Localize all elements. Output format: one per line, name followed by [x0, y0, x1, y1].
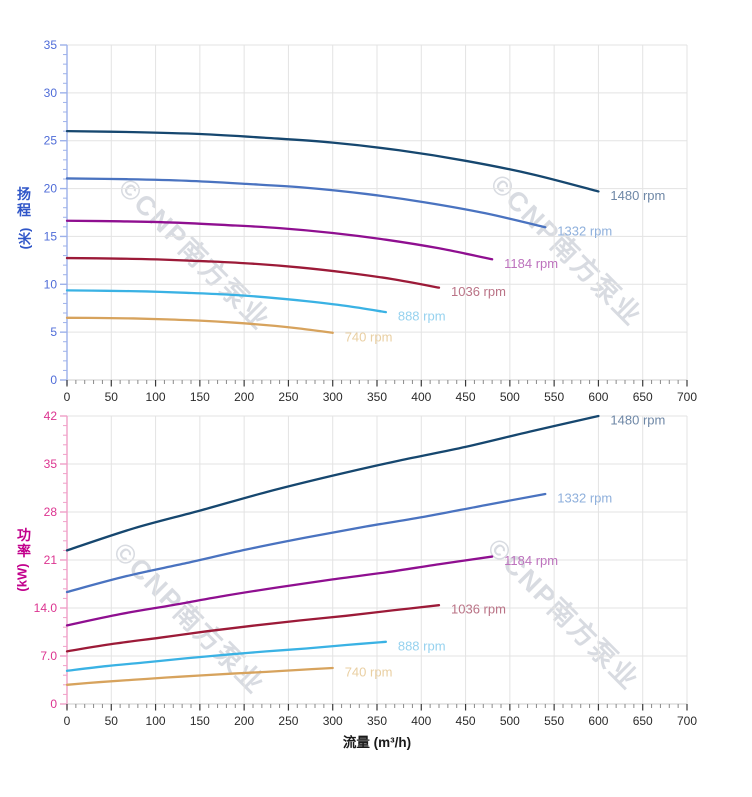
x-tick-label: 200 — [234, 390, 254, 404]
x-tick-label: 350 — [367, 714, 387, 728]
y-tick-label: 5 — [50, 325, 57, 339]
x-tick-label: 700 — [677, 714, 697, 728]
x-tick-label: 250 — [278, 714, 298, 728]
y-tick-label: 35 — [44, 38, 58, 52]
curve-label-1184: 1184 rpm — [504, 553, 558, 568]
x-tick-label: 350 — [367, 390, 387, 404]
x-tick-label: 600 — [588, 390, 608, 404]
y-tick-label: 25 — [44, 134, 58, 148]
curve-label-1332: 1332 rpm — [557, 491, 612, 506]
x-tick-label: 500 — [500, 714, 520, 728]
curve-1036 — [65, 604, 441, 653]
curve-888 — [65, 289, 388, 314]
x-tick-label: 50 — [105, 714, 119, 728]
x-tick-label: 550 — [544, 390, 564, 404]
curve-1480 — [65, 129, 600, 193]
x-tick-label: 0 — [64, 390, 71, 404]
curve-1184 — [65, 555, 494, 627]
y-tick-label: 20 — [44, 182, 58, 196]
x-tick-label: 500 — [500, 390, 520, 404]
x-tick-label: 300 — [323, 390, 343, 404]
x-tick-label: 450 — [456, 390, 476, 404]
curve-label-888: 888 rpm — [398, 638, 446, 653]
y-tick-label: 14.0 — [34, 601, 58, 615]
curve-1480 — [65, 414, 600, 552]
curve-1332 — [65, 492, 547, 594]
x-tick-label: 50 — [105, 390, 119, 404]
chart-power: 0 7.0 14.0 21 28 35 42 0 50 100 150 200 250 300 350 400… — [34, 409, 698, 728]
x-tick-label: 150 — [190, 390, 210, 404]
curve-1036 — [65, 256, 441, 289]
y-tick-label: 21 — [44, 553, 58, 567]
curve-888 — [65, 640, 388, 672]
x-tick-label: 100 — [146, 714, 166, 728]
curve-label-1036: 1036 rpm — [451, 602, 506, 617]
head-axis-unit: (米) — [17, 227, 33, 250]
curve-label-740: 740 rpm — [345, 665, 393, 680]
y-tick-label: 0 — [50, 697, 57, 711]
flow-axis-title: 流量 (m³/h) — [342, 735, 412, 750]
x-tick-label: 100 — [146, 390, 166, 404]
curve-1332 — [65, 177, 547, 229]
y-tick-label: 0 — [50, 373, 57, 387]
head-axis-title: 扬程 — [17, 186, 31, 218]
y-tick-label: 30 — [44, 86, 58, 100]
x-tick-label: 650 — [633, 714, 653, 728]
y-tick-label: 15 — [44, 229, 58, 243]
x-tick-label: 200 — [234, 714, 254, 728]
curve-label-1480: 1480 rpm — [610, 413, 665, 428]
curve-740 — [65, 316, 334, 334]
y-tick-label: 10 — [44, 277, 58, 291]
x-tick-label: 0 — [64, 714, 71, 728]
curve-label-888: 888 rpm — [398, 309, 446, 324]
x-tick-label: 400 — [411, 390, 431, 404]
power-axis-unit: (kW) — [14, 563, 30, 592]
y-tick-label: 35 — [44, 457, 58, 471]
x-tick-label: 300 — [323, 714, 343, 728]
curve-label-1332: 1332 rpm — [557, 224, 612, 239]
power-axis-title: 功率 — [17, 527, 31, 559]
x-tick-label: 450 — [456, 714, 476, 728]
curve-740 — [65, 666, 334, 686]
curve-label-1480: 1480 rpm — [610, 188, 665, 203]
curve-label-1036: 1036 rpm — [451, 284, 506, 299]
curve-label-1184: 1184 rpm — [504, 256, 558, 271]
curve-label-740: 740 rpm — [345, 329, 393, 344]
x-tick-label: 150 — [190, 714, 210, 728]
y-tick-label: 42 — [44, 409, 58, 423]
x-tick-label: 550 — [544, 714, 564, 728]
y-tick-label: 28 — [44, 505, 58, 519]
x-tick-label: 400 — [411, 714, 431, 728]
x-tick-label: 700 — [677, 390, 697, 404]
curve-1184 — [65, 219, 494, 261]
x-tick-label: 650 — [633, 390, 653, 404]
y-tick-label: 7.0 — [40, 649, 57, 663]
x-tick-label: 250 — [278, 390, 298, 404]
x-tick-label: 600 — [588, 714, 608, 728]
